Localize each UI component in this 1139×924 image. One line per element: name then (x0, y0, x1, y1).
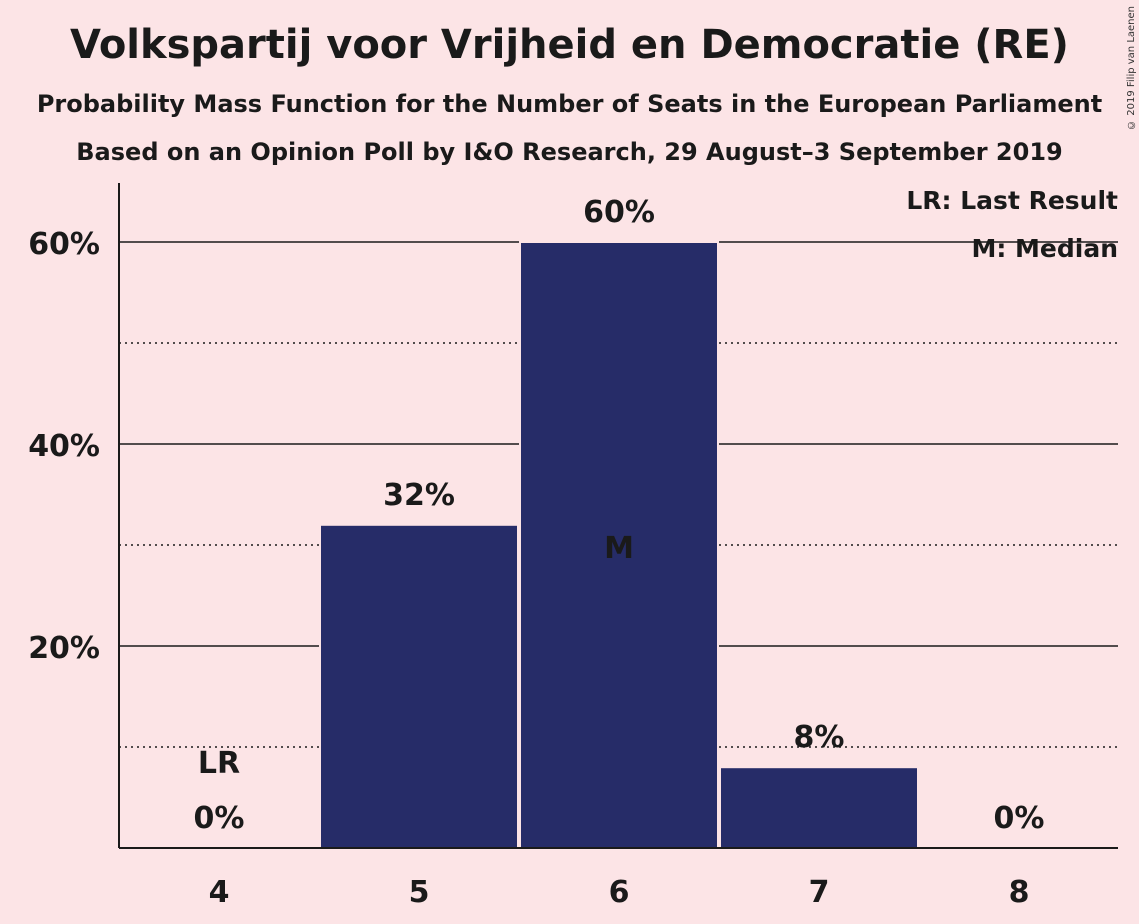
bar-6 (519, 241, 719, 849)
value-label: 0% (994, 801, 1045, 836)
legend-median: M: Median (971, 234, 1118, 263)
value-labels: 0% 32% 60% 8% 0% LR M (194, 195, 1045, 836)
y-tick-label: 20% (28, 631, 100, 666)
chart-subtitle: Probability Mass Function for the Number… (36, 90, 1103, 118)
value-label: 60% (583, 195, 655, 230)
bar-7 (719, 766, 919, 850)
value-label: 8% (794, 720, 845, 755)
x-tick-label: 4 (209, 875, 230, 910)
value-label: 0% (194, 801, 245, 836)
legend-last-result: LR: Last Result (906, 186, 1118, 215)
x-tick-label: 6 (609, 875, 630, 910)
x-tick-label: 7 (809, 875, 830, 910)
x-tick-label: 8 (1009, 875, 1030, 910)
y-tick-label: 40% (28, 429, 100, 464)
chart-source-line: Based on an Opinion Poll by I&O Research… (76, 138, 1063, 166)
x-tick-label: 5 (409, 875, 430, 910)
median-marker: M (604, 531, 634, 566)
chart-title: Volkspartij voor Vrijheid en Democratie … (70, 22, 1069, 68)
last-result-marker: LR (198, 746, 240, 781)
axes: 20% 40% 60% 4 5 6 7 8 (28, 183, 1118, 910)
bar-5 (319, 523, 519, 849)
y-tick-label: 60% (28, 227, 100, 262)
value-label: 32% (383, 478, 455, 513)
bars (319, 241, 919, 850)
